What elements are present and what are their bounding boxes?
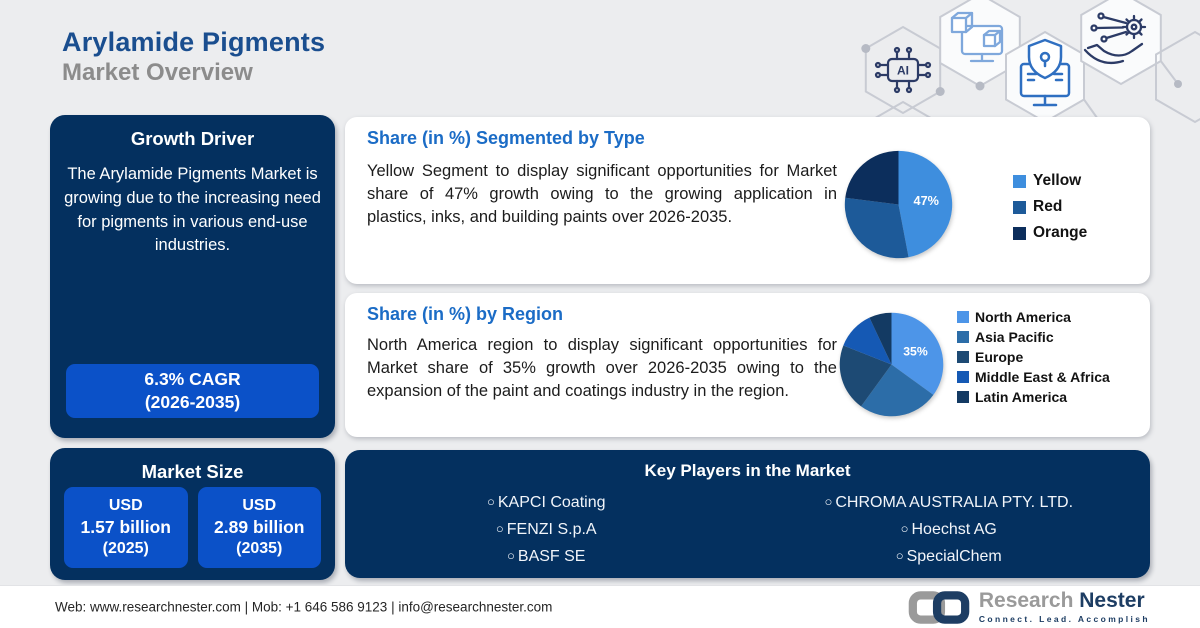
pie-slice-latin-america [869,312,892,365]
market-size-2035-value: 2.89 billion [214,517,305,538]
legend-swatch [957,371,969,383]
svg-text:AI: AI [897,64,909,78]
market-size-2025-badge: USD 1.57 billion (2025) [64,487,188,568]
pie-slice-red [844,197,909,259]
pie-data-label: 47% [914,193,939,208]
growth-driver-title: Growth Driver [130,128,255,149]
legend-item: Orange [1013,224,1087,242]
growth-driver-panel: Growth Driver The Arylamide Pigments Mar… [50,115,335,438]
pie-slice-yellow [898,150,953,258]
key-players-panel: Key Players in the Market KAPCI CoatingF… [345,450,1150,578]
type-pie-legend: Yellow Red Orange [1013,172,1087,242]
pie-slice-europe [839,345,892,407]
logo-word-research: Research [978,589,1074,613]
key-players-column-2: CHROMA AUSTRALIA PTY. LTD.Hoechst AGSpec… [748,490,1151,572]
key-player-item: Hoechst AG [748,517,1151,544]
cagr-period: (2026-2035) [144,392,241,412]
shield-monitor-icon [1019,38,1071,107]
legend-item: North America [957,309,1110,325]
legend-swatch [957,351,969,363]
legend-label: Orange [1033,224,1088,241]
pie-slice-orange [845,150,899,205]
key-players-column-1: KAPCI CoatingFENZI S.p.ABASF SE [345,490,748,572]
share-by-region-card: Share (in %) by Region North America reg… [345,293,1150,437]
pie-slice-middle-east-africa [843,317,892,365]
legend-item: Europe [957,349,1110,365]
pie-data-label: 35% [903,344,928,358]
legend-item: Red [1013,198,1087,216]
legend-label: Middle East & Africa [975,369,1110,385]
legend-label: Red [1033,198,1063,215]
legend-item: Middle East & Africa [957,369,1110,385]
key-players-title: Key Players in the Market [644,461,851,480]
share-by-type-text: Yellow Segment to display significant op… [367,162,837,227]
share-by-type-card: Share (in %) Segmented by Type Yellow Se… [345,117,1150,284]
market-size-title: Market Size [141,461,244,482]
logo-word-nester: Nester [1079,589,1145,613]
market-size-2025-value: 1.57 billion [80,517,171,538]
growth-driver-text: The Arylamide Pigments Market is growing… [64,165,321,255]
market-size-boxes: USD 1.57 billion (2025) USD 2.89 billion… [64,487,321,568]
legend-item: Yellow [1013,172,1087,190]
chain-links-icon [908,591,970,624]
share-by-region-text: North America region to display signific… [367,336,837,401]
legend-label: North America [975,309,1071,325]
legend-label: Europe [975,349,1024,365]
market-size-2035-badge: USD 2.89 billion (2035) [197,487,321,568]
research-nester-logo: Research Nester Connect. Lead. Accomplis… [908,587,1150,627]
footer-contact-text: Web: www.researchnester.com | Mob: +1 64… [55,599,553,615]
cagr-value: 6.3% CAGR [144,368,241,389]
honeycomb-decoration: AI [861,0,1200,132]
share-by-region-title: Share (in %) by Region [367,304,564,324]
legend-swatch [957,311,969,323]
legend-swatch [957,391,969,403]
key-player-item: BASF SE [345,544,748,571]
legend-swatch [1013,226,1026,240]
footer-bar: Web: www.researchnester.com | Mob: +1 64… [0,585,1200,628]
page-subtitle: Market Overview [62,59,253,86]
pie-slice-north-america [891,312,944,395]
cagr-badge: 6.3% CAGR (2026-2035) [66,364,319,418]
legend-swatch [1013,174,1026,188]
legend-label: Asia Pacific [975,329,1054,345]
ai-chip-icon: AI [874,46,932,94]
currency-label: USD [242,496,277,514]
legend-label: Latin America [975,389,1068,405]
legend-swatch [957,331,969,343]
key-player-item: SpecialChem [748,544,1151,571]
type-pie-chart: 47% [844,150,953,259]
market-size-2035-year: (2035) [236,539,283,557]
key-player-item: KAPCI Coating [345,490,748,517]
logo-text: Research Nester Connect. Lead. Accomplis… [978,589,1150,625]
key-players-columns: KAPCI CoatingFENZI S.p.ABASF SE CHROMA A… [345,490,1150,572]
gear-hand-icon [1083,12,1147,65]
legend-swatch [1013,200,1026,214]
currency-label: USD [108,496,143,514]
key-player-item: CHROMA AUSTRALIA PTY. LTD. [748,490,1151,517]
logo-tagline: Connect. Lead. Accomplish [978,614,1150,625]
share-by-type-title: Share (in %) Segmented by Type [367,128,645,148]
pie-slice-asia-pacific [861,364,934,417]
legend-item: Asia Pacific [957,329,1110,345]
3d-cube-monitor-icon [950,11,1004,63]
market-size-panel: Market Size USD 1.57 billion (2025) USD … [50,448,335,580]
legend-label: Yellow [1033,172,1082,189]
legend-item: Latin America [957,389,1110,405]
market-size-2025-year: (2025) [102,539,149,557]
region-pie-chart: 35% [839,312,944,417]
page-title: Arylamide Pigments [62,27,326,57]
region-pie-legend: North America Asia Pacific Europe Middle Ea… [957,309,1110,405]
key-player-item: FENZI S.p.A [345,517,748,544]
